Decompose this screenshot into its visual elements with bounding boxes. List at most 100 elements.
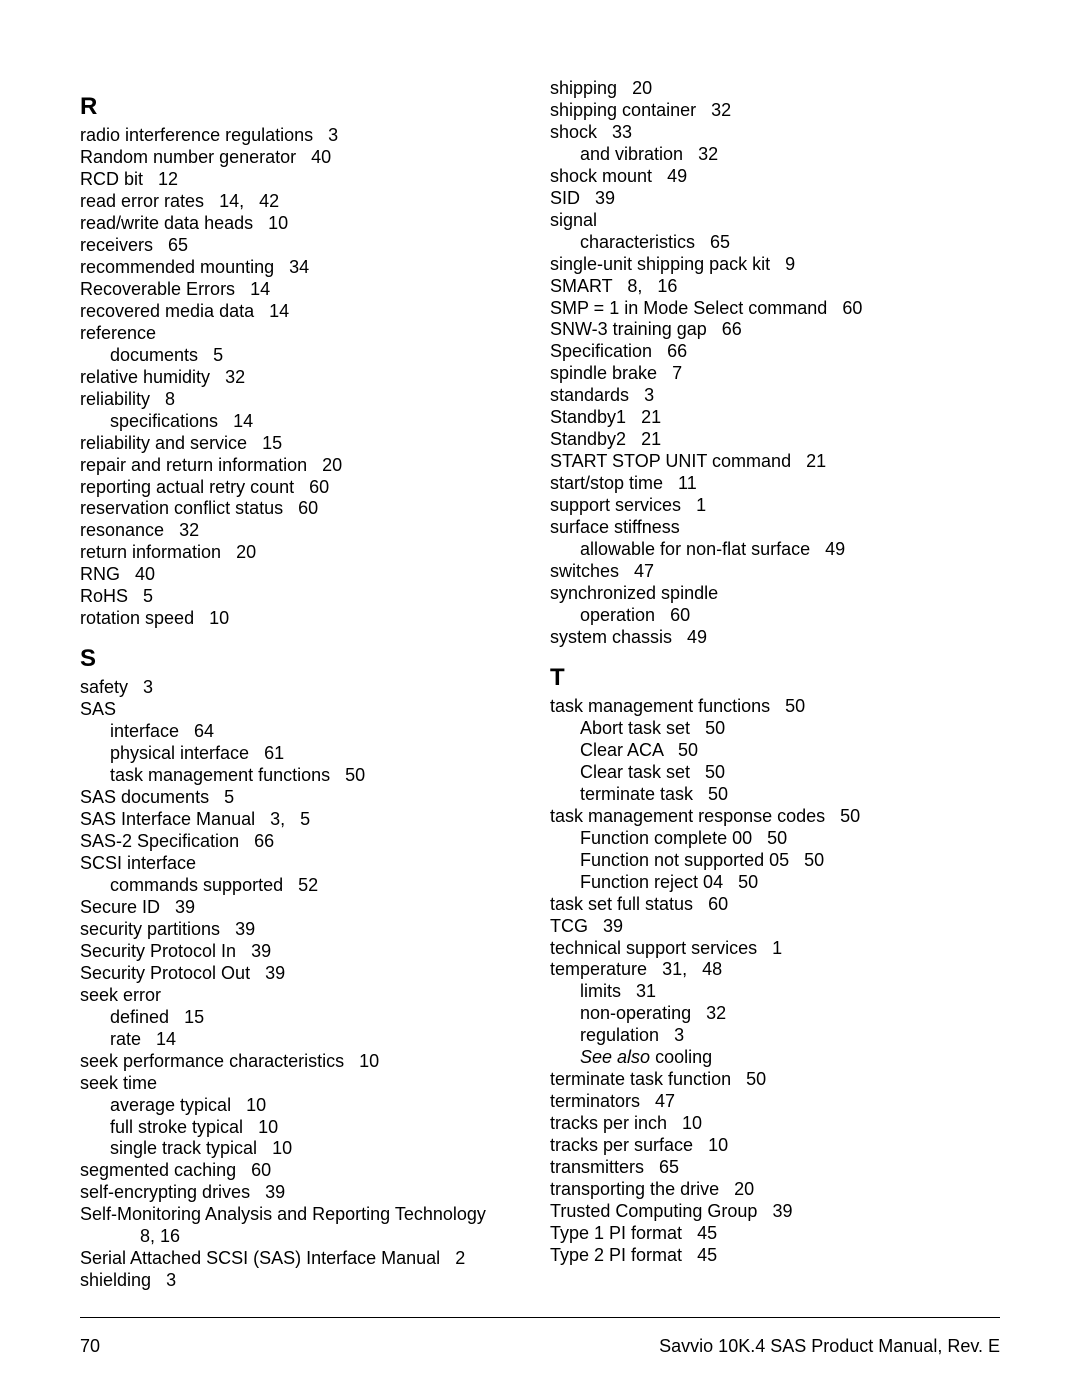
index-entry: segmented caching 60: [80, 1160, 530, 1182]
footer-doc-title: Savvio 10K.4 SAS Product Manual, Rev. E: [659, 1336, 1000, 1357]
index-entry-pages: 14: [141, 1029, 176, 1049]
index-entry-pages: 1: [681, 495, 706, 515]
index-entry-label: system chassis: [550, 627, 672, 647]
index-entry: standards 3: [550, 385, 1000, 407]
index-entry-pages: 50: [825, 806, 860, 826]
index-entry-label: SNW-3 training gap: [550, 319, 707, 339]
index-entry-label: SAS: [80, 699, 116, 719]
index-entry-pages: 50: [770, 696, 805, 716]
index-entry-label: operation: [580, 605, 655, 625]
index-entry-label: Clear ACA: [580, 740, 663, 760]
index-entry-pages: 50: [731, 1069, 766, 1089]
index-entry-pages: 31: [621, 981, 656, 1001]
index-entry-pages: 50: [693, 784, 728, 804]
index-entry-label: Abort task set: [580, 718, 690, 738]
index-entry-pages: 60: [827, 298, 862, 318]
index-col-left: Rradio interference regulations 3Random …: [80, 78, 530, 1297]
index-entry: recovered media data 14: [80, 301, 530, 323]
index-entry-label: single-unit shipping pack kit: [550, 254, 770, 274]
index-entry-label: characteristics: [580, 232, 695, 252]
index-entry: and vibration 32: [550, 144, 1000, 166]
index-entry-pages: 10: [253, 213, 288, 233]
index-entry-label: reservation conflict status: [80, 498, 283, 518]
index-entry-pages: 50: [330, 765, 365, 785]
index-entry-pages: 11: [663, 473, 697, 493]
index-entry-label: SAS Interface Manual: [80, 809, 255, 829]
index-entry-pages: 10: [257, 1138, 292, 1158]
index-entry-pages: 3: [313, 125, 338, 145]
index-entry: rotation speed 10: [80, 608, 530, 630]
index-entry-label: task management response codes: [550, 806, 825, 826]
index-entry-label: START STOP UNIT command: [550, 451, 791, 471]
index-entry: Self-Monitoring Analysis and Reporting T…: [80, 1204, 530, 1226]
index-entry-label: Serial Attached SCSI (SAS) Interface Man…: [80, 1248, 440, 1268]
index-entry: reliability and service 15: [80, 433, 530, 455]
index-entry: full stroke typical 10: [80, 1117, 530, 1139]
index-entry-label: seek performance characteristics: [80, 1051, 344, 1071]
index-entry-label: transmitters: [550, 1157, 644, 1177]
index-entry-label: temperature: [550, 959, 647, 979]
index-entry: temperature 31, 48: [550, 959, 1000, 981]
index-entry-label: SID: [550, 188, 580, 208]
index-entry: average typical 10: [80, 1095, 530, 1117]
index-col-right: shipping 20shipping container 32shock 33…: [530, 78, 1000, 1297]
index-entry: seek error: [80, 985, 530, 1007]
index-entry-label: SAS documents: [80, 787, 209, 807]
index-entry: shock 33: [550, 122, 1000, 144]
index-entry-label: Security Protocol Out: [80, 963, 250, 983]
index-entry: shipping container 32: [550, 100, 1000, 122]
index-entry-pages: 50: [690, 718, 725, 738]
index-entry: limits 31: [550, 981, 1000, 1003]
index-entry-label: repair and return information: [80, 455, 307, 475]
index-entry-pages: 66: [707, 319, 742, 339]
index-entry-label: recommended mounting: [80, 257, 274, 277]
index-entry-label: Recoverable Errors: [80, 279, 235, 299]
index-page: Rradio interference regulations 3Random …: [0, 0, 1080, 1397]
index-entry-label: allowable for non-flat surface: [580, 539, 810, 559]
index-entry: SAS Interface Manual 3, 5: [80, 809, 530, 831]
index-entry: non-operating 32: [550, 1003, 1000, 1025]
index-entry-label: seek time: [80, 1073, 157, 1093]
index-entry: characteristics 65: [550, 232, 1000, 254]
index-entry-pages: 39: [250, 1182, 285, 1202]
index-entry-label: terminate task: [580, 784, 693, 804]
index-entry-pages: 20: [617, 78, 652, 98]
index-entry-label: reference: [80, 323, 156, 343]
index-entry-pages: 5: [128, 586, 153, 606]
index-entry-pages: 60: [655, 605, 690, 625]
index-entry-pages: 21: [626, 429, 661, 449]
index-entry-pages: 50: [690, 762, 725, 782]
index-entry-pages: 10: [243, 1117, 278, 1137]
index-entry-pages: 1: [757, 938, 782, 958]
index-entry: tracks per surface 10: [550, 1135, 1000, 1157]
index-entry: physical interface 61: [80, 743, 530, 765]
index-entry-label: Clear task set: [580, 762, 690, 782]
index-entry: RoHS 5: [80, 586, 530, 608]
index-entry-label: SAS-2 Specification: [80, 831, 239, 851]
index-entry-label: regulation: [580, 1025, 659, 1045]
index-entry: SID 39: [550, 188, 1000, 210]
index-entry: terminate task 50: [550, 784, 1000, 806]
index-entry-label: rotation speed: [80, 608, 194, 628]
index-entry: SMP = 1 in Mode Select command 60: [550, 298, 1000, 320]
index-entry-pages: 5: [198, 345, 223, 365]
index-entry: RCD bit 12: [80, 169, 530, 191]
index-entry-pages: 32: [164, 520, 199, 540]
index-entry-label: RoHS: [80, 586, 128, 606]
index-entry-label: shipping container: [550, 100, 696, 120]
index-entry: Standby2 21: [550, 429, 1000, 451]
index-entry-label: Security Protocol In: [80, 941, 236, 961]
index-entry-label: switches: [550, 561, 619, 581]
index-entry: SAS: [80, 699, 530, 721]
index-entry: shock mount 49: [550, 166, 1000, 188]
index-entry-pages: 39: [160, 897, 195, 917]
index-entry-label: average typical: [110, 1095, 231, 1115]
index-entry-pages: 49: [810, 539, 845, 559]
index-entry-label: task set full status: [550, 894, 693, 914]
index-entry: Type 1 PI format 45: [550, 1223, 1000, 1245]
index-entry-pages: 14: [218, 411, 253, 431]
index-entry: relative humidity 32: [80, 367, 530, 389]
index-entry-pages: 21: [626, 407, 661, 427]
index-entry-label: Function not supported 05: [580, 850, 789, 870]
index-entry: transporting the drive 20: [550, 1179, 1000, 1201]
